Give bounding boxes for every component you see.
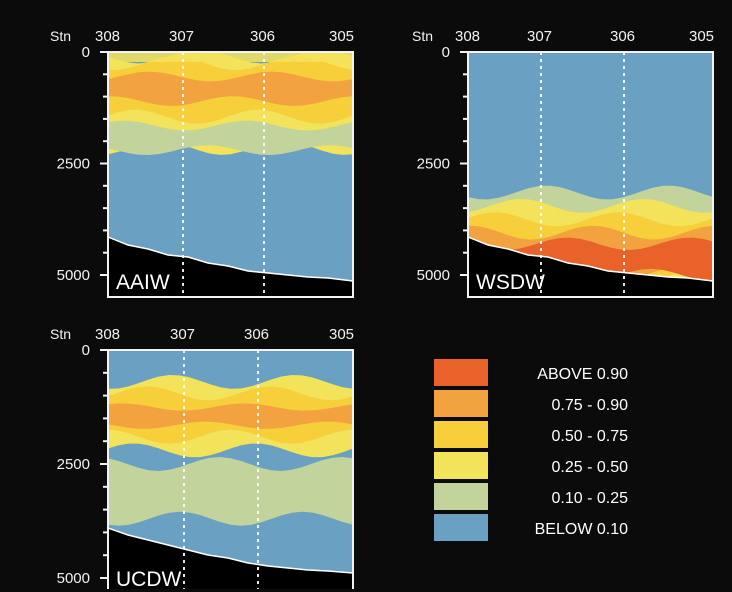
station-tick-label: 306	[244, 326, 269, 343]
plot-frame	[467, 51, 714, 298]
depth-tick-label: 0	[82, 44, 90, 61]
station-tick-label: 308	[455, 28, 480, 45]
station-tick-label: 306	[250, 28, 275, 45]
depth-tick-label: 2500	[57, 156, 90, 173]
station-tick-label: 305	[689, 28, 714, 45]
station-tick-label: 305	[329, 326, 354, 343]
axes-ucdw: Stn 308 307 306 305 0 2500 5000	[50, 326, 354, 587]
legend-swatch	[434, 514, 488, 541]
panel-ucdw: Stn 308 307 306 305 0 2500 5000 UCDW	[50, 326, 354, 591]
station-tick-label: 307	[170, 326, 195, 343]
legend-label: 0.50 - 0.75	[552, 428, 629, 445]
depth-tick-label: 2500	[57, 456, 90, 473]
station-tick-label: 307	[169, 28, 194, 45]
axes-wsdw: Stn 308 307 306 305 0 2500 5000	[412, 28, 714, 284]
seafloor	[468, 236, 713, 297]
concentration-band	[108, 403, 353, 429]
concentration-band	[468, 237, 713, 282]
concentration-band	[108, 457, 353, 526]
depth-tick-label: 5000	[57, 570, 90, 587]
depth-tick-label: 5000	[417, 267, 450, 284]
legend-label: ABOVE 0.90	[537, 366, 628, 383]
legend-swatch	[434, 390, 488, 417]
concentration-band	[108, 120, 353, 155]
panel-wsdw: Stn 308 307 306 305 0 2500 5000 WSDW	[412, 28, 714, 298]
station-axis-title: Stn	[412, 28, 433, 44]
legend-swatch	[434, 359, 488, 386]
panel-label: AAIW	[116, 271, 170, 294]
surface-band	[108, 52, 353, 62]
plot-frame	[107, 51, 354, 298]
seafloor	[108, 236, 353, 297]
legend-label: 0.75 - 0.90	[552, 397, 629, 414]
station-tick-label: 305	[329, 28, 354, 45]
plot-frame	[107, 349, 354, 589]
axes-aaiw: Stn 308 307 306 305 0 2500 5000	[50, 28, 354, 284]
depth-tick-label: 5000	[57, 267, 90, 284]
legend-label: BELOW 0.10	[535, 521, 628, 538]
legend-label: 0.10 - 0.25	[552, 490, 629, 507]
depth-tick-label: 0	[82, 342, 90, 359]
legend-swatch	[434, 483, 488, 510]
plot-area-ucdw	[108, 350, 353, 589]
legend-swatch	[434, 421, 488, 448]
concentration-band	[108, 71, 353, 106]
station-tick-label: 308	[95, 28, 120, 45]
legend-label: 0.25 - 0.50	[552, 459, 629, 476]
depth-tick-label: 0	[442, 44, 450, 61]
station-tick-label: 306	[610, 28, 635, 45]
station-tick-label: 307	[527, 28, 552, 45]
plot-area-wsdw	[468, 52, 713, 297]
legend-swatch	[434, 452, 488, 479]
panel-label: UCDW	[116, 568, 181, 591]
panel-aaiw: Stn 308 307 306 305 0 2500 5000 AAIW	[50, 28, 354, 298]
plot-area-aaiw	[108, 52, 353, 297]
station-axis-title: Stn	[50, 28, 71, 44]
station-tick-label: 308	[95, 326, 120, 343]
depth-tick-label: 2500	[417, 156, 450, 173]
panel-label: WSDW	[476, 271, 545, 294]
seafloor	[108, 527, 353, 589]
legend: ABOVE 0.90 0.75 - 0.90 0.50 - 0.75 0.25 - 0…	[434, 359, 628, 541]
station-axis-title: Stn	[50, 326, 71, 342]
